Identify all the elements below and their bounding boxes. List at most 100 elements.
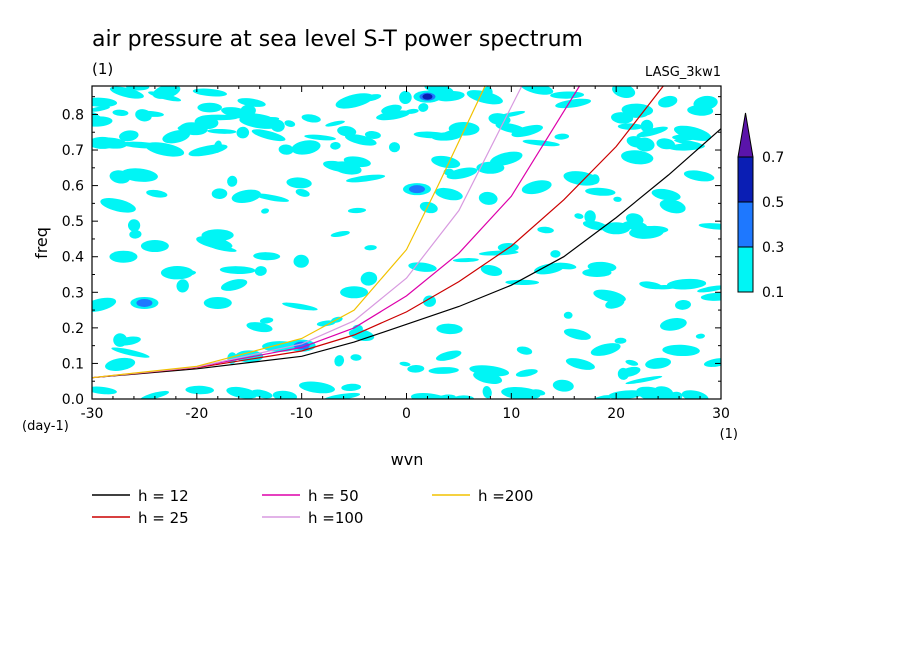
field-patch [695,333,705,339]
field-patch [608,390,644,399]
field-patch [473,371,503,385]
field-patch [612,86,636,99]
field-patch [235,112,272,119]
colorbar-label: 0.3 [762,240,784,256]
field-patch [611,112,634,124]
field-patch [466,90,503,105]
field-patch [92,106,110,112]
field-patch [282,302,318,311]
x-tick-label: 10 [502,406,520,422]
field-patch [253,193,290,202]
field-patch [639,281,663,290]
field-patch [423,295,436,307]
x-axis-label: wvn [391,450,424,469]
series-line-1 [92,86,664,379]
field-blob-outer [92,136,117,149]
field-patch [552,379,574,392]
field-patch [563,311,573,319]
field-patch [162,130,191,144]
field-patch [563,328,591,340]
field-patch [334,355,345,367]
y-tick-label: 0.4 [62,250,84,266]
field-patch [325,120,345,127]
legend-label: h =200 [478,487,533,505]
y-tick-label: 0.7 [62,143,84,159]
field-patch [399,361,411,367]
field-patch [681,390,709,399]
field-patch [565,358,595,370]
field-patch [111,347,150,358]
field-patch [418,103,429,112]
field-patch [614,337,627,344]
field-patch [624,109,653,115]
field-patch [511,124,543,138]
field-patch [428,367,459,374]
colorbar-label: 0.1 [762,285,784,301]
field-patch [237,98,266,107]
field-patch [452,258,479,263]
field-patch [413,131,448,139]
field-patch [443,168,455,176]
field-patch [246,322,273,333]
y-tick-label: 0.3 [62,285,84,301]
field-patch [590,395,612,399]
field-patch [703,358,721,367]
field-patch [323,160,353,173]
field-patch [617,367,630,380]
field-patch [206,243,237,252]
field-patch [347,207,367,214]
field-patch [435,91,465,102]
field-patch [419,201,438,214]
field-patch [335,93,374,109]
chart-subtitle: (1) [92,60,113,78]
field-patch [673,125,712,141]
field-patch [515,369,538,377]
field-patch [270,119,285,132]
legend-label: h = 25 [138,509,189,527]
field-patch [194,115,219,130]
x-tick-label: -30 [81,406,104,422]
field-patch [625,213,644,226]
field-blob-core [422,93,433,100]
field-patch [113,333,128,347]
field-patch [286,177,312,189]
x-unit-label: (1) [720,427,738,442]
field-patch [590,174,600,185]
field-patch [227,175,238,187]
field-patch [584,210,596,224]
field-patch [291,140,321,155]
field-patch [617,123,644,130]
field-patch [640,119,654,133]
series-line-3 [92,86,523,379]
colorbar-label: 0.7 [762,150,784,166]
x-tick-label: 20 [607,406,625,422]
field-patch [364,245,377,251]
field-patch [92,386,117,395]
x-tick-label: -10 [290,406,313,422]
field-patch [109,170,131,184]
x-tick-label: 30 [712,406,730,422]
field-patch [207,128,237,134]
field-patch [188,144,228,157]
field-patch [197,102,222,113]
series-line-0 [92,128,721,379]
field-patch [316,320,336,327]
field-patch [251,389,273,399]
field-blob-outer [476,161,505,174]
dispersion-curves [92,86,721,379]
field-patch [226,386,258,399]
field-patch [389,142,400,153]
chart-tag: LASG_3kw1 [645,65,721,80]
field-patch [341,383,362,392]
field-patch [148,91,182,102]
field-blob-outer [140,240,169,253]
field-patch [626,136,646,148]
field-patch [236,126,250,139]
field-patch [550,250,561,258]
field-patch [587,261,617,273]
field-patch [521,180,552,195]
field-patch [126,86,150,91]
field-patch [629,225,664,239]
field-patch [590,343,621,356]
